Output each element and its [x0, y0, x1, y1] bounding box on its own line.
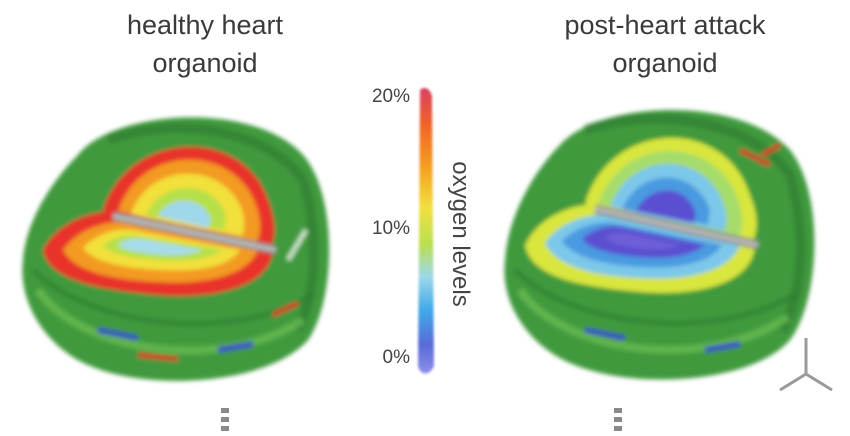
continuation-dots-left — [221, 408, 229, 435]
scale-tick-10: 10% — [371, 218, 410, 239]
upper-chamber-blue — [158, 200, 211, 228]
healthy-title-line2: organoid — [152, 48, 258, 78]
healthy-organoid-title: healthy heart organoid — [90, 6, 320, 82]
post-heart-attack-organoid-title: post-heart attack organoid — [540, 6, 790, 82]
continuation-dots-right — [614, 408, 622, 435]
scale-tick-0: 0% — [382, 347, 410, 368]
upper-chamber-violet — [636, 190, 696, 223]
healthy-organoid-illustration — [22, 117, 330, 381]
post-attack-title-line2: organoid — [612, 48, 718, 78]
orientation-axes-icon — [779, 338, 833, 392]
scale-tick-20: 20% — [371, 86, 410, 107]
lower-chamber-blue — [118, 238, 203, 256]
healthy-title-line1: healthy heart — [126, 10, 284, 40]
oxygen-levels-label: oxygen levels — [447, 161, 474, 307]
post-attack-title-line1: post-heart attack — [564, 10, 766, 40]
oxygen-color-scale-bar — [418, 88, 434, 374]
post-heart-attack-organoid-illustration — [504, 110, 815, 380]
